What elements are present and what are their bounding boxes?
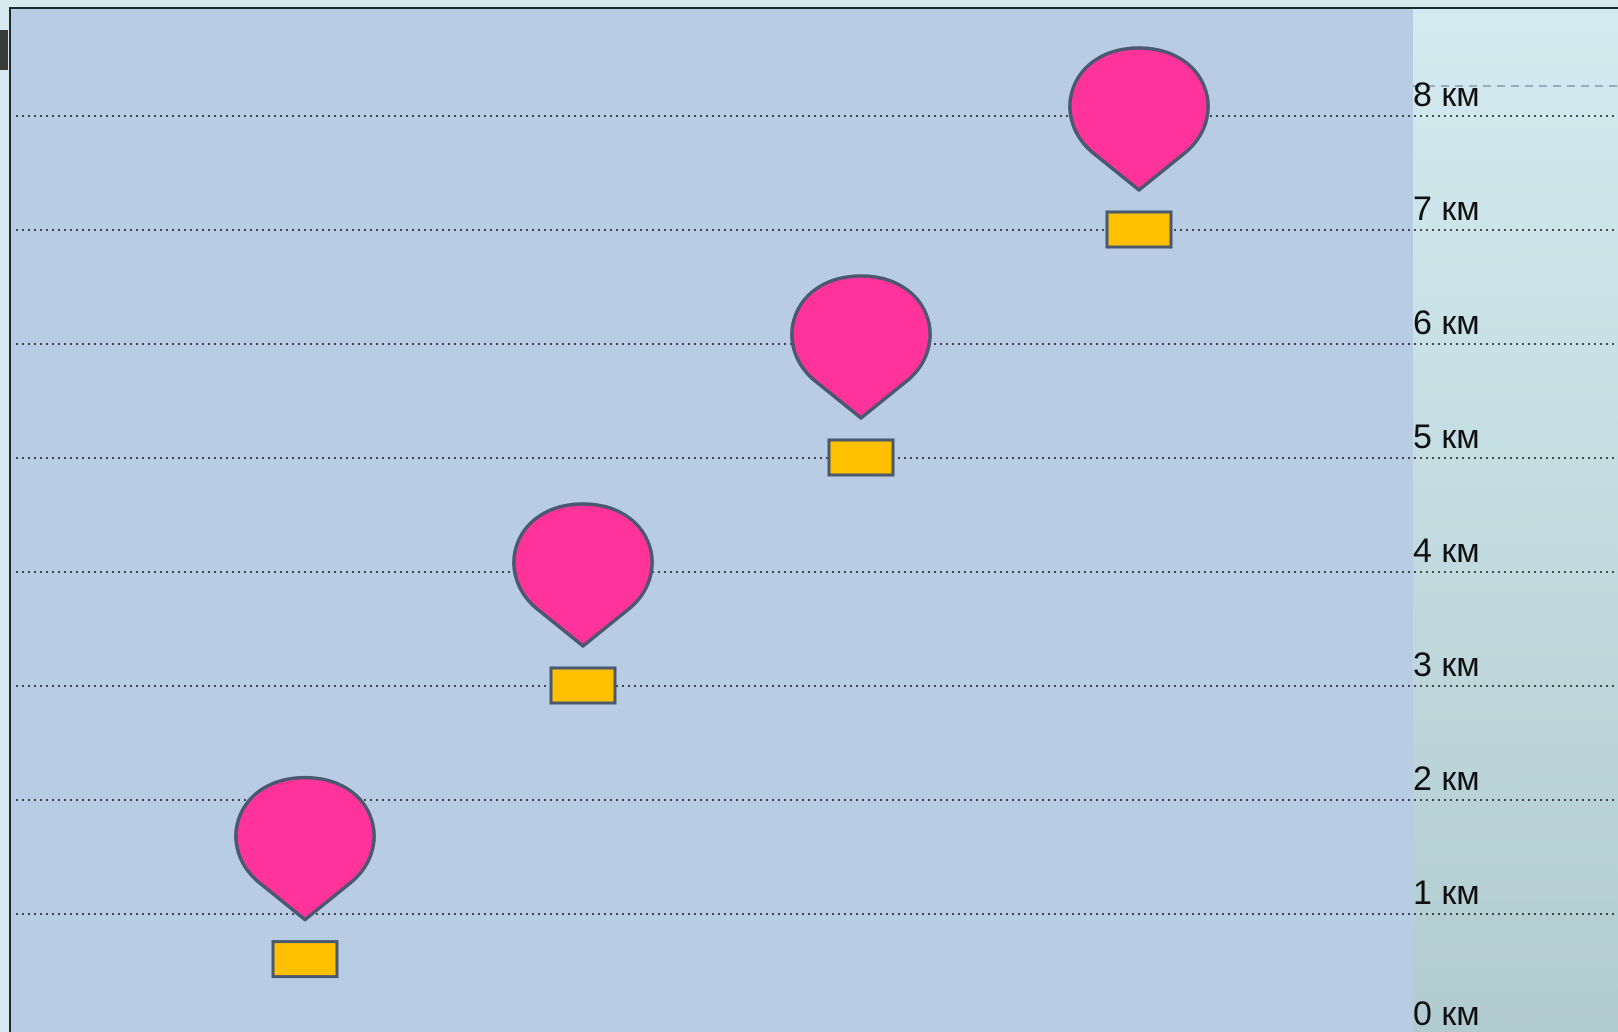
balloon-envelope xyxy=(790,274,932,420)
altitude-scale-strip xyxy=(1413,8,1618,1032)
balloon-3 xyxy=(790,274,932,477)
sky-panel xyxy=(10,8,1413,1032)
balloon-basket xyxy=(1105,210,1173,249)
altitude-label: 1 км xyxy=(1413,874,1480,912)
altitude-label: 4 км xyxy=(1413,532,1480,570)
altitude-labels: 0 км 1 км 2 км 3 км 4 км 5 км 6 км 7 км 8 км xyxy=(1413,76,1480,1032)
altitude-label: 0 км xyxy=(1413,995,1480,1032)
balloon-2 xyxy=(512,502,654,705)
altitude-label: 8 км xyxy=(1413,76,1480,114)
balloon-1 xyxy=(234,775,376,979)
balloon-envelope xyxy=(512,502,654,648)
balloon-envelope xyxy=(1068,46,1210,192)
balloon-basket xyxy=(827,438,895,477)
balloon-basket xyxy=(549,666,617,705)
altitude-label: 5 км xyxy=(1413,418,1480,456)
diagram-frame xyxy=(9,7,1618,1032)
balloons xyxy=(234,46,1210,979)
balloon-envelope xyxy=(234,775,376,922)
edge-fragment xyxy=(0,30,8,70)
altitude-label: 2 км xyxy=(1413,760,1480,798)
altitude-label: 3 км xyxy=(1413,646,1480,684)
balloon-basket xyxy=(271,940,339,979)
balloon-4 xyxy=(1068,46,1210,249)
altitude-label: 6 км xyxy=(1413,304,1480,342)
altitude-label: 7 км xyxy=(1413,190,1480,228)
